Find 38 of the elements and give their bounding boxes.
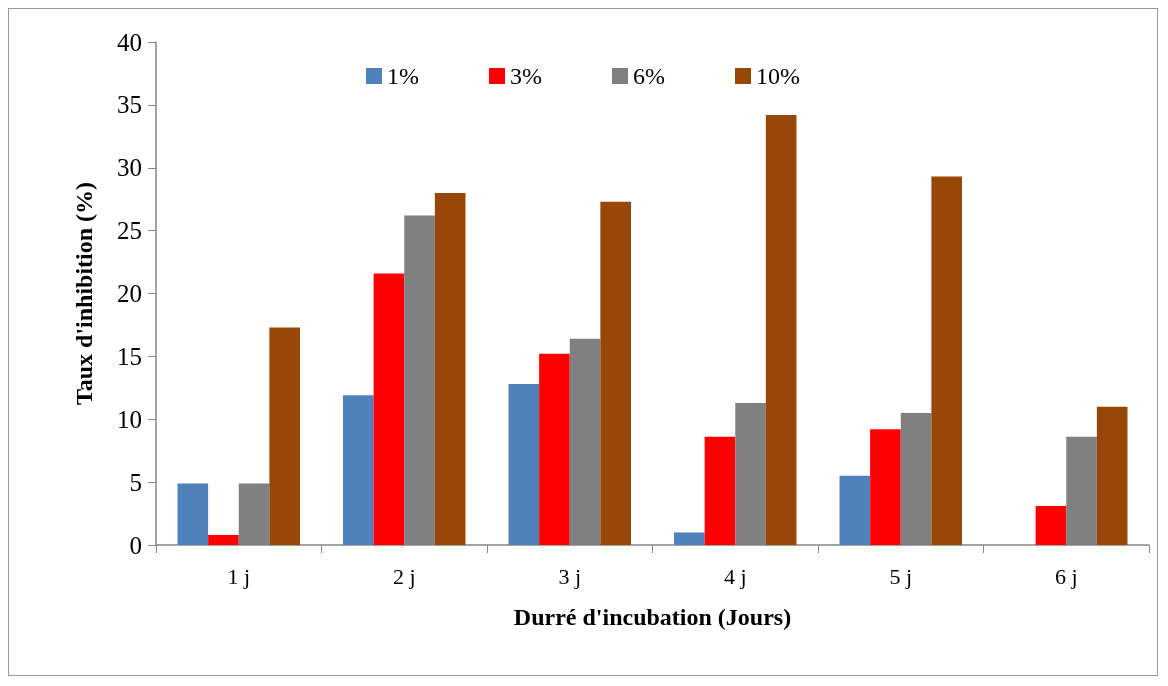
x-axis-title: Durré d'incubation (Jours): [513, 604, 792, 630]
bar: [1035, 506, 1067, 545]
bar: [539, 353, 570, 545]
bar: [839, 475, 871, 545]
y-tick-label: 20: [117, 280, 142, 307]
bar: [704, 436, 736, 545]
x-tick-label: 6 j: [1054, 563, 1078, 589]
legend-label: 1%: [387, 63, 420, 89]
bar: [1096, 406, 1128, 545]
x-tick-label: 5 j: [889, 563, 913, 589]
y-tick-label: 5: [129, 468, 142, 496]
x-tick-label: 3 j: [558, 563, 582, 589]
y-tick-label: 40: [117, 28, 142, 56]
y-tick-label: 35: [117, 91, 142, 119]
bar: [600, 201, 631, 545]
bar: [177, 483, 209, 545]
legend-label: 10%: [755, 63, 800, 89]
bar: [208, 534, 239, 545]
bar: [508, 384, 540, 545]
y-tick-label: 10: [117, 405, 142, 433]
bar: [269, 327, 300, 545]
bar: [765, 114, 797, 545]
y-tick-label: 25: [117, 217, 142, 245]
legend-label: 6%: [633, 63, 665, 89]
y-tick-label: 30: [117, 154, 142, 182]
y-axis-title: Taux d'inhibition (%): [71, 181, 97, 406]
y-tick-label: 0: [129, 531, 142, 559]
y-tick-label: 15: [117, 342, 142, 370]
bar: [674, 532, 705, 545]
x-tick-label: 2 j: [392, 563, 416, 589]
x-tick-label: 4 j: [723, 563, 747, 589]
bar: [373, 273, 405, 545]
legend-label: 3%: [510, 63, 543, 89]
bar: [343, 395, 374, 545]
bar: [434, 192, 466, 545]
x-tick-label: 1 j: [227, 563, 251, 589]
bar: [931, 176, 962, 545]
bar: [870, 429, 901, 545]
